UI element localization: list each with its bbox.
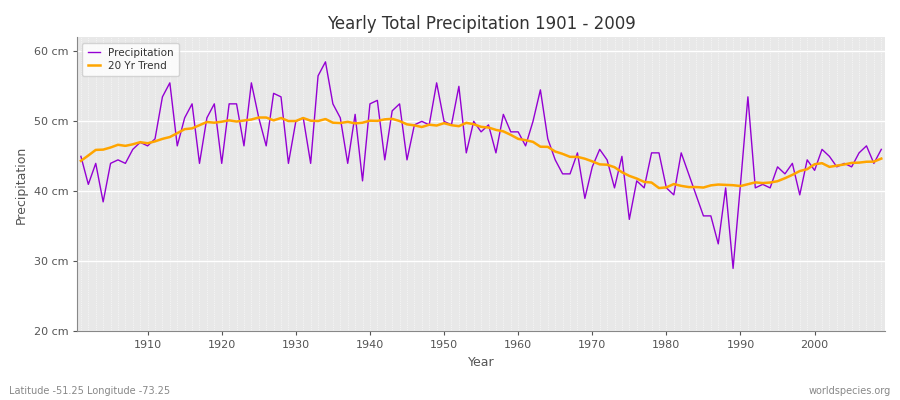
20 Yr Trend	[876, 156, 886, 161]
Legend: Precipitation, 20 Yr Trend: Precipitation, 20 Yr Trend	[83, 42, 179, 76]
Title: Yearly Total Precipitation 1901 - 2009: Yearly Total Precipitation 1901 - 2009	[327, 15, 635, 33]
X-axis label: Year: Year	[468, 356, 494, 369]
Precipitation	[876, 147, 886, 152]
Precipitation	[298, 116, 309, 120]
20 Yr Trend	[513, 136, 524, 141]
Precipitation	[350, 112, 361, 117]
Text: Latitude -51.25 Longitude -73.25: Latitude -51.25 Longitude -73.25	[9, 386, 170, 396]
Precipitation	[135, 140, 146, 145]
20 Yr Trend	[135, 140, 146, 144]
20 Yr Trend	[520, 138, 531, 142]
Precipitation	[520, 144, 531, 148]
20 Yr Trend	[350, 121, 361, 126]
Precipitation	[609, 186, 620, 190]
Precipitation	[320, 60, 331, 64]
Precipitation	[728, 266, 739, 271]
Y-axis label: Precipitation: Precipitation	[15, 145, 28, 224]
20 Yr Trend	[609, 165, 620, 170]
Precipitation	[76, 154, 86, 159]
20 Yr Trend	[653, 186, 664, 190]
Line: 20 Yr Trend: 20 Yr Trend	[81, 118, 881, 188]
Text: worldspecies.org: worldspecies.org	[809, 386, 891, 396]
Line: Precipitation: Precipitation	[81, 62, 881, 268]
20 Yr Trend	[254, 115, 265, 120]
20 Yr Trend	[305, 118, 316, 123]
20 Yr Trend	[76, 158, 86, 163]
Precipitation	[513, 130, 524, 134]
